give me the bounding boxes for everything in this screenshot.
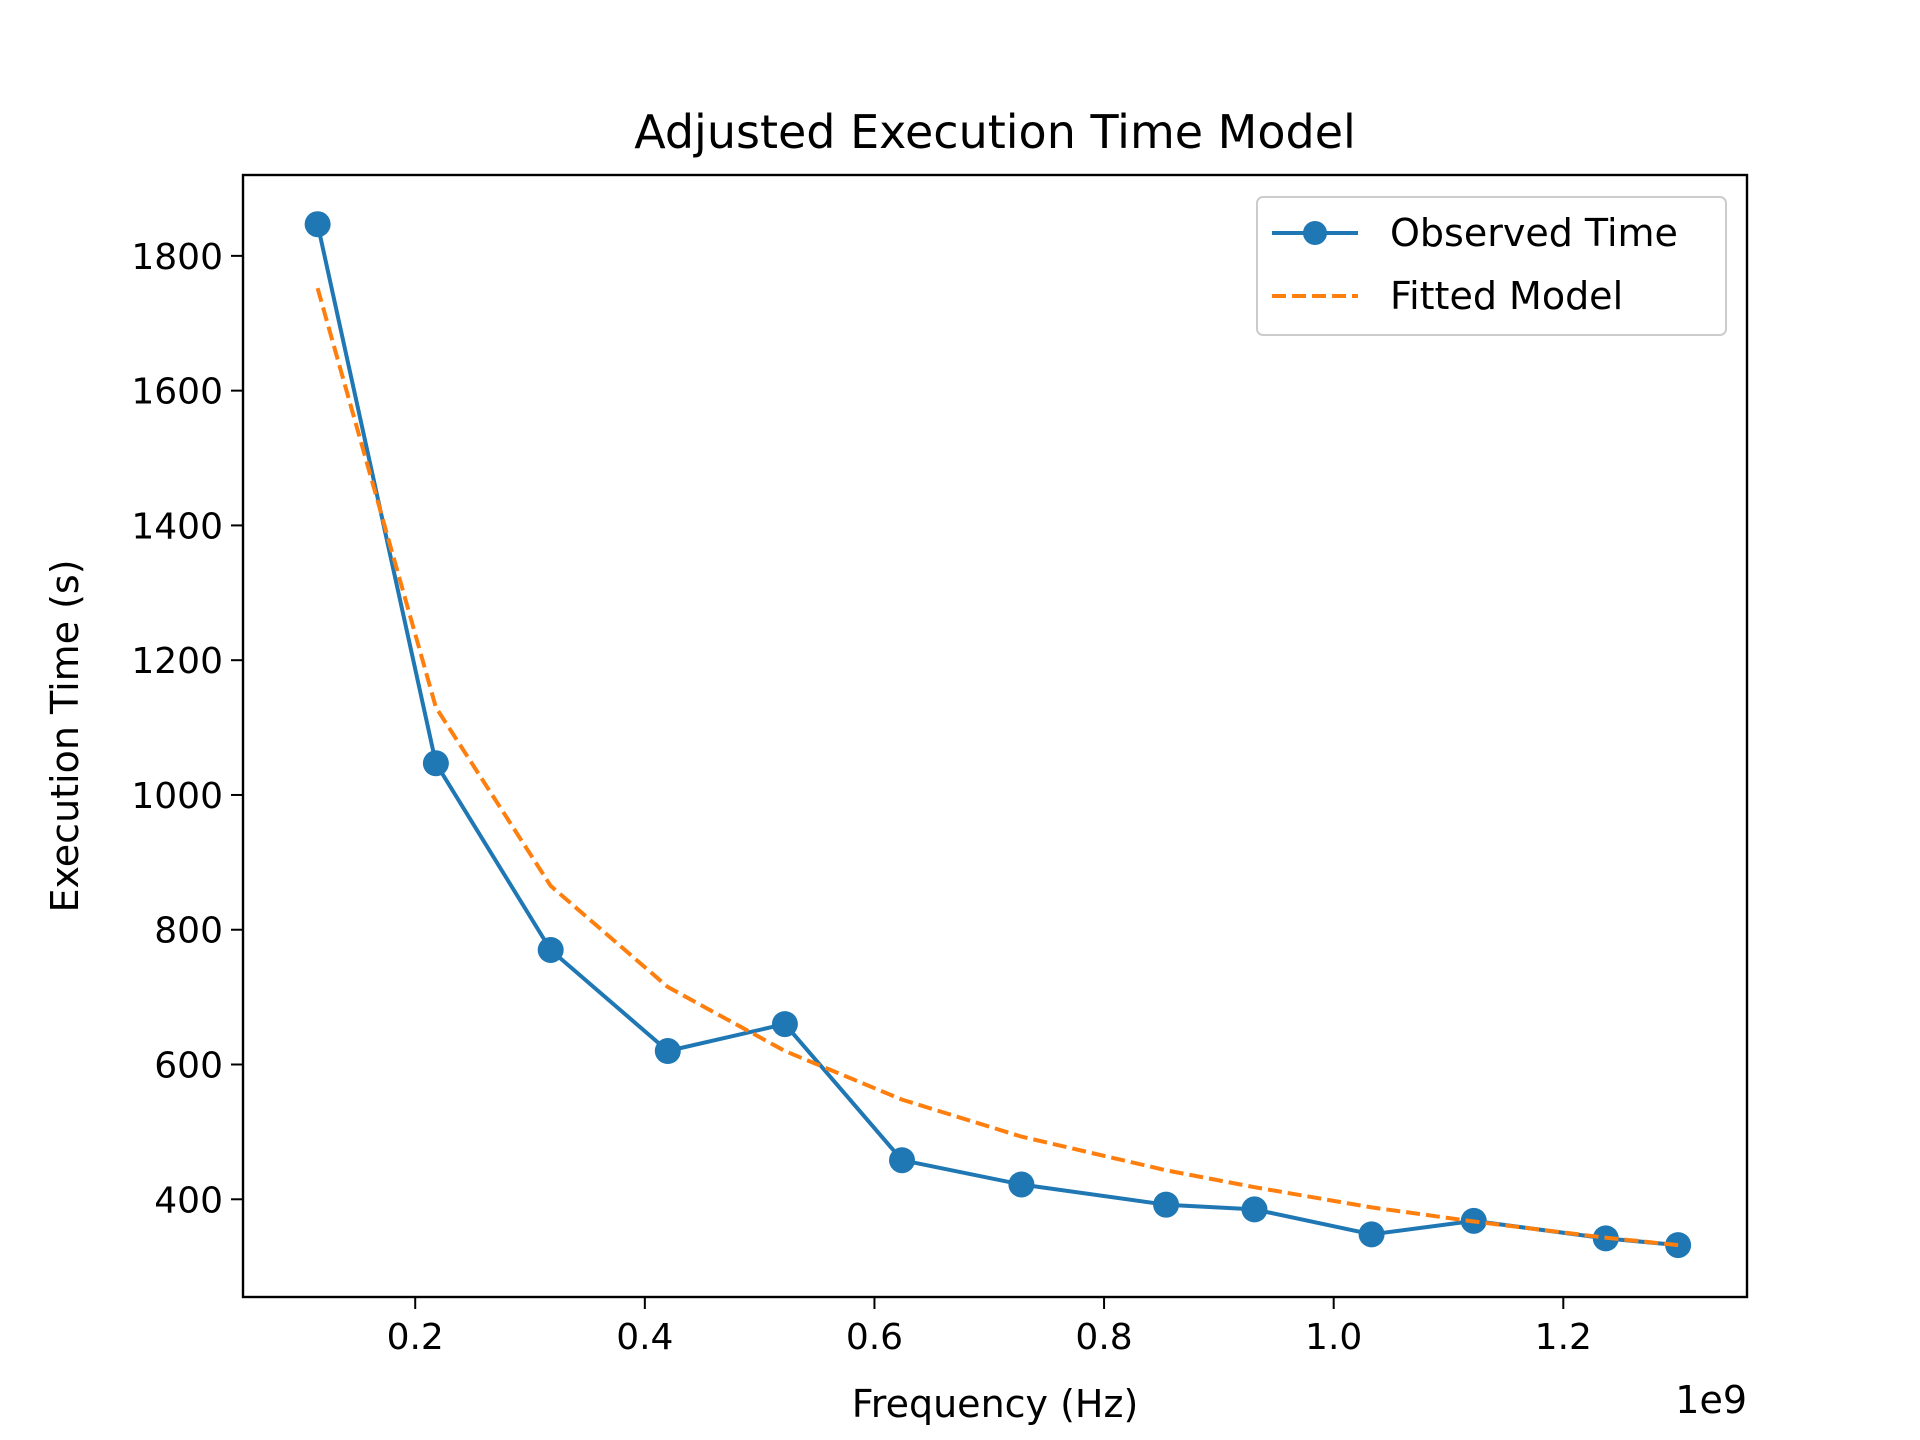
chart-title: Adjusted Execution Time Model xyxy=(634,105,1356,159)
data-point xyxy=(1241,1196,1268,1223)
y-tick-label: 400 xyxy=(154,1180,223,1221)
data-point xyxy=(771,1011,798,1038)
x-tick-label: 0.2 xyxy=(387,1317,444,1358)
data-point xyxy=(1665,1232,1692,1259)
x-tick-label: 1.0 xyxy=(1305,1317,1362,1358)
x-tick-label: 0.8 xyxy=(1075,1317,1132,1358)
legend-box xyxy=(1256,196,1727,336)
data-point xyxy=(1153,1191,1180,1218)
legend-fitted-label: Fitted Model xyxy=(1390,274,1623,318)
legend: Observed Time Fitted Model xyxy=(1256,196,1727,336)
x-axis-offset-text: 1e9 xyxy=(1675,1378,1747,1422)
data-point xyxy=(1358,1221,1385,1248)
data-point xyxy=(537,936,564,963)
series-line-1 xyxy=(315,287,1679,1248)
x-axis-label: Frequency (Hz) xyxy=(852,1382,1139,1426)
axes-frame xyxy=(241,173,1749,1299)
y-tick-label: 1200 xyxy=(131,641,223,682)
y-tick-label: 800 xyxy=(154,911,223,952)
data-point xyxy=(304,211,331,238)
plot-series xyxy=(304,211,1692,1259)
y-tick-label: 1600 xyxy=(131,372,223,413)
y-tick-label: 1000 xyxy=(131,776,223,817)
data-point xyxy=(654,1038,681,1065)
y-axis-ticks: 400 600 800 1000 1200 1400 1600 1800 xyxy=(131,237,243,1221)
x-tick-label: 0.6 xyxy=(846,1317,903,1358)
y-tick-label: 1400 xyxy=(131,506,223,547)
legend-observed-label: Observed Time xyxy=(1390,211,1678,255)
data-point xyxy=(422,750,449,777)
legend-observed-marker xyxy=(1303,221,1327,245)
x-tick-label: 0.4 xyxy=(616,1317,673,1358)
data-point xyxy=(1008,1171,1035,1198)
y-axis-label: Execution Time (s) xyxy=(43,559,87,912)
y-tick-label: 600 xyxy=(154,1046,223,1087)
x-tick-label: 1.2 xyxy=(1535,1317,1592,1358)
y-tick-label: 1800 xyxy=(131,237,223,278)
x-axis-ticks: 0.2 0.4 0.6 0.8 1.0 1.2 xyxy=(387,1297,1592,1358)
data-point xyxy=(889,1147,916,1174)
